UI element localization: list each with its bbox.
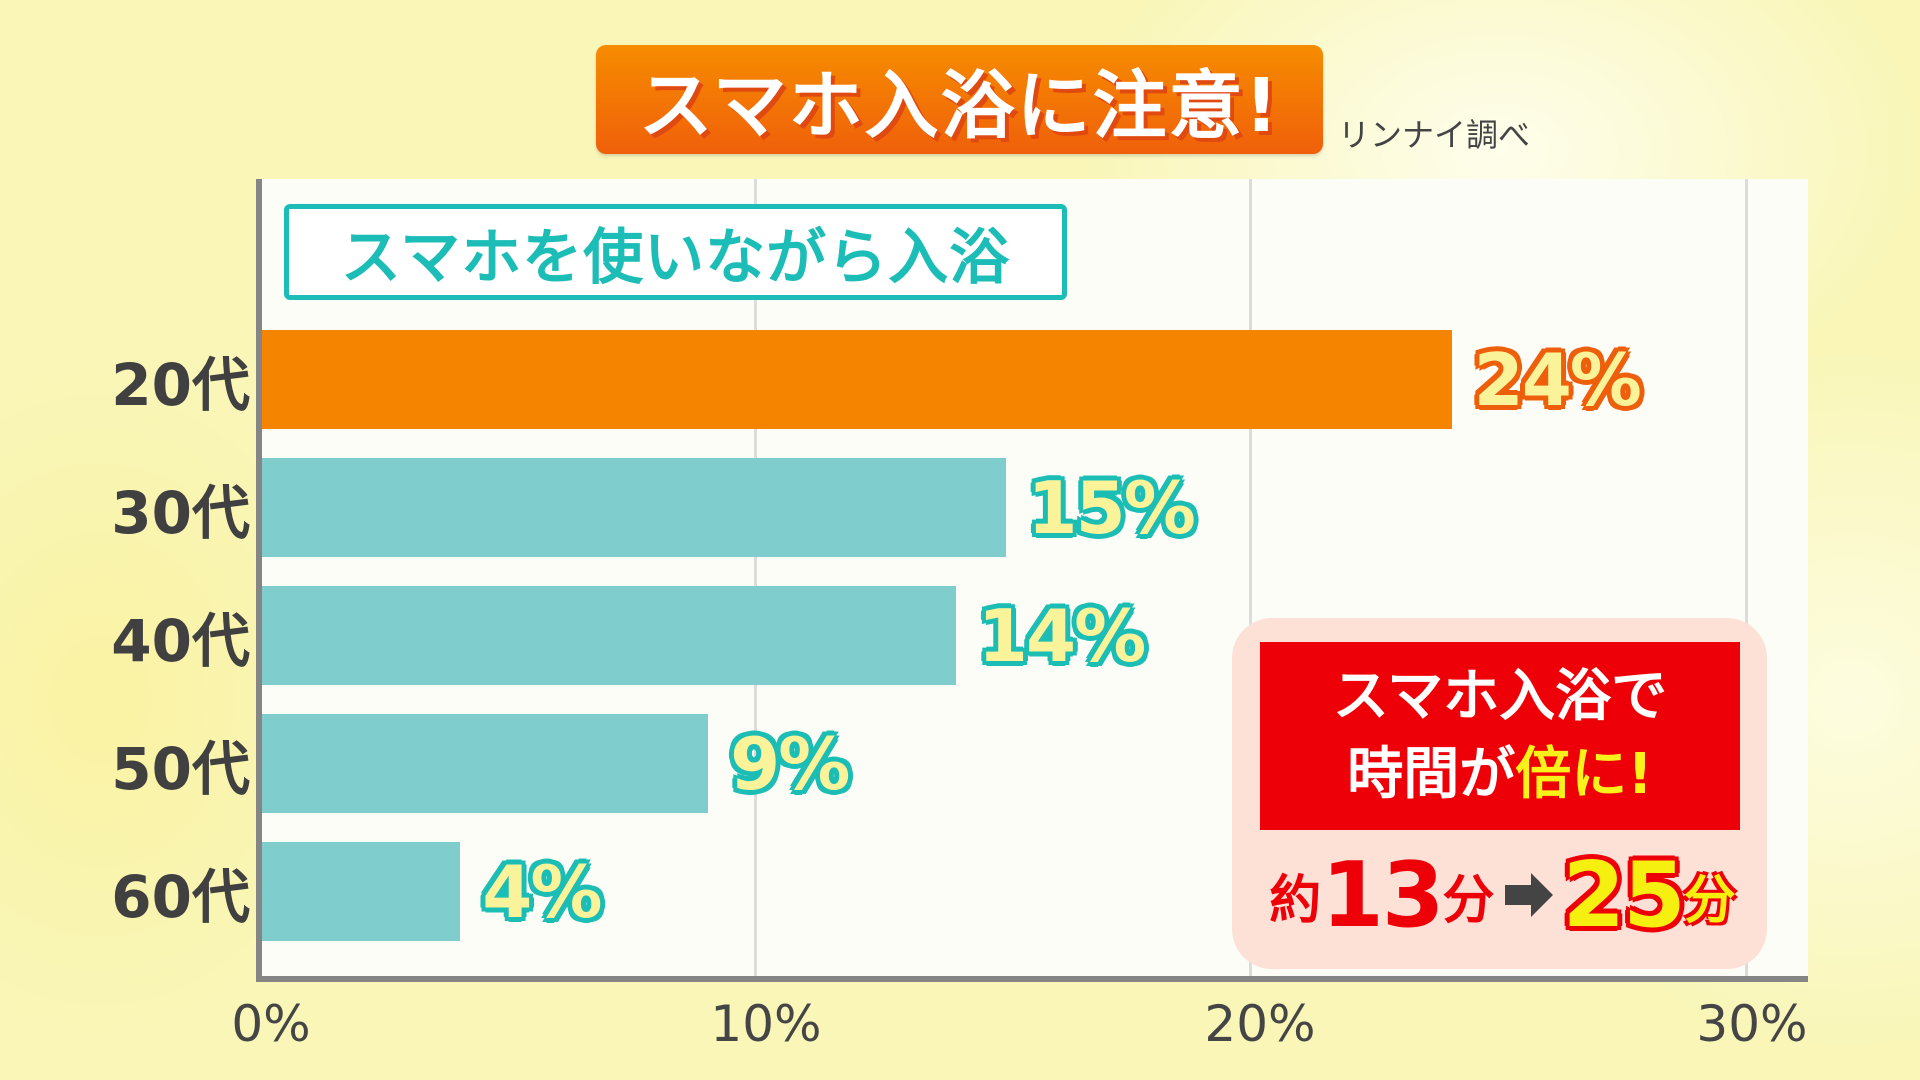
y-axis-line bbox=[256, 179, 262, 981]
x-tick-label: 10% bbox=[710, 995, 822, 1053]
source-credit: リンナイ調べ bbox=[1338, 116, 1531, 154]
x-tick-label: 30% bbox=[1696, 995, 1808, 1053]
chart-title: スマホ入浴に注意! bbox=[638, 63, 1281, 149]
chart-title-banner: スマホ入浴に注意! bbox=[596, 45, 1323, 154]
value-label: 14% bbox=[977, 593, 1146, 678]
x-tick-label: 20% bbox=[1204, 995, 1316, 1053]
bar-60s bbox=[262, 842, 461, 941]
category-label: 30代 bbox=[111, 478, 250, 547]
category-label: 50代 bbox=[111, 734, 250, 803]
value-label: 9% bbox=[730, 721, 850, 806]
gridline-10 bbox=[754, 179, 757, 979]
value-label: 15% bbox=[1027, 465, 1196, 550]
before-unit: 分 bbox=[1442, 870, 1495, 931]
arrow-right-icon bbox=[1503, 869, 1555, 921]
x-tick-label: 0% bbox=[231, 995, 311, 1053]
annotation-headline-box: スマホ入浴で 時間が倍に! bbox=[1260, 642, 1740, 830]
before-minutes: 13 bbox=[1321, 842, 1444, 948]
approx-prefix: 約 bbox=[1269, 870, 1322, 931]
category-label: 40代 bbox=[111, 606, 250, 675]
category-label: 20代 bbox=[111, 350, 250, 419]
value-label: 24% bbox=[1473, 337, 1642, 422]
chart-subtitle-box: スマホを使いながら入浴 bbox=[284, 204, 1067, 300]
bar-30s bbox=[262, 458, 1006, 557]
annotation-headline-line2: 時間が倍に! bbox=[1347, 736, 1653, 814]
headline-highlight: 倍に! bbox=[1515, 742, 1653, 807]
headline-text: 時間が bbox=[1347, 742, 1516, 807]
gridline-20 bbox=[1249, 179, 1252, 979]
chart-subtitle: スマホを使いながら入浴 bbox=[340, 222, 1011, 293]
annotation-headline-line1: スマホ入浴で bbox=[1332, 664, 1668, 729]
after-unit: 分 bbox=[1683, 870, 1736, 931]
x-axis-line bbox=[256, 976, 1808, 982]
bar-50s bbox=[262, 714, 709, 813]
category-label: 60代 bbox=[111, 862, 250, 931]
annotation-time-comparison: 約 13 分 25 分 bbox=[1245, 835, 1760, 955]
gridline-30 bbox=[1745, 179, 1748, 979]
after-minutes: 25 bbox=[1562, 842, 1686, 948]
value-label: 4% bbox=[482, 849, 602, 934]
bar-40s bbox=[262, 586, 956, 685]
bar-20s bbox=[262, 330, 1452, 429]
